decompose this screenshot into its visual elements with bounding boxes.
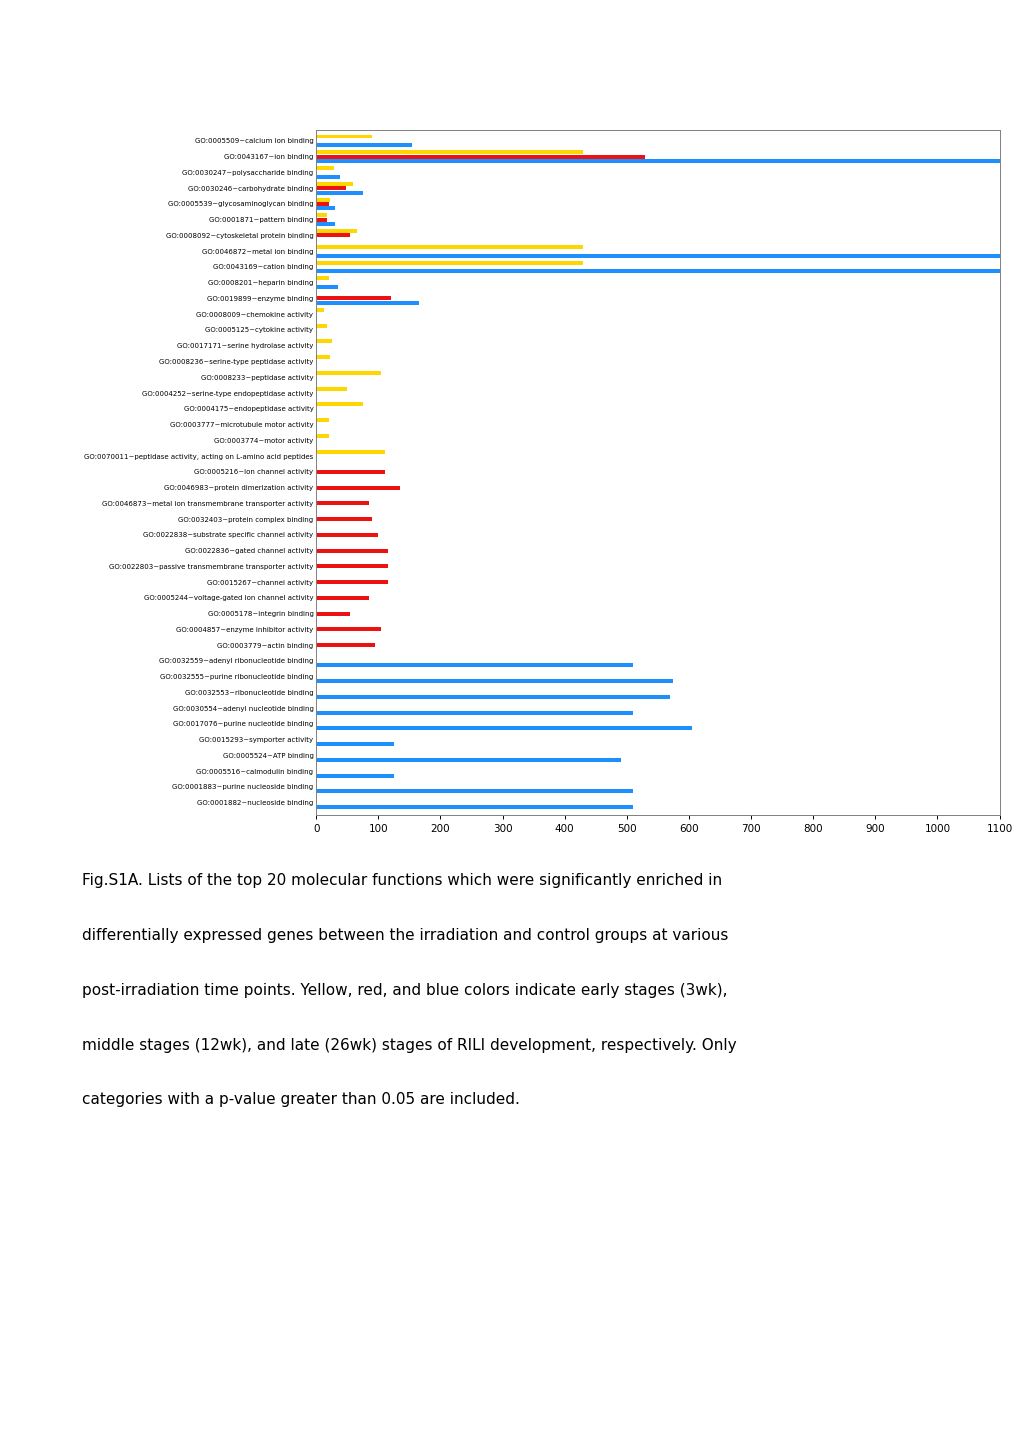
Bar	[316, 470, 384, 473]
Bar	[316, 286, 337, 289]
Bar	[316, 245, 583, 248]
Bar	[316, 371, 381, 375]
Bar	[316, 532, 378, 537]
Bar	[316, 182, 354, 186]
Bar	[316, 190, 363, 195]
Bar	[316, 485, 399, 489]
Bar	[316, 339, 331, 343]
Bar	[316, 222, 334, 227]
Bar	[316, 628, 381, 632]
Text: differentially expressed genes between the irradiation and control groups at var: differentially expressed genes between t…	[82, 928, 728, 942]
Bar	[316, 154, 645, 159]
Bar	[316, 307, 323, 312]
Bar	[316, 234, 351, 238]
Bar	[316, 159, 999, 163]
Bar	[316, 198, 329, 202]
Bar	[316, 517, 372, 521]
Bar	[316, 789, 633, 794]
Bar	[316, 254, 999, 258]
Text: middle stages (12wk), and late (26wk) stages of RILI development, respectively. : middle stages (12wk), and late (26wk) st…	[82, 1038, 736, 1052]
Bar	[316, 186, 345, 190]
Bar	[316, 805, 633, 810]
Bar	[316, 564, 387, 569]
Bar	[316, 680, 673, 683]
Bar	[316, 302, 419, 304]
Bar	[316, 261, 583, 264]
Bar	[316, 270, 999, 273]
Bar	[316, 434, 328, 437]
Bar	[316, 355, 329, 359]
Bar	[316, 276, 328, 280]
Bar	[316, 501, 369, 505]
Bar	[316, 726, 692, 730]
Bar	[316, 150, 583, 154]
Bar	[316, 418, 328, 423]
Bar	[316, 548, 387, 553]
Bar	[316, 773, 393, 778]
Text: categories with a p-value greater than 0.05 are included.: categories with a p-value greater than 0…	[82, 1092, 519, 1107]
Bar	[316, 664, 633, 667]
Bar	[316, 143, 412, 147]
Text: post-irradiation time points. Yellow, red, and blue colors indicate early stages: post-irradiation time points. Yellow, re…	[82, 983, 727, 997]
Bar	[316, 134, 372, 139]
Bar	[316, 758, 620, 762]
Bar	[316, 403, 363, 407]
Bar	[316, 214, 327, 218]
Text: Fig.S1A. Lists of the top 20 molecular functions which were significantly enrich: Fig.S1A. Lists of the top 20 molecular f…	[82, 873, 721, 887]
Bar	[316, 612, 351, 616]
Bar	[316, 742, 393, 746]
Bar	[316, 206, 334, 211]
Bar	[316, 450, 384, 453]
Bar	[316, 696, 669, 698]
Bar	[316, 218, 327, 222]
Bar	[316, 323, 327, 328]
Bar	[316, 202, 328, 206]
Bar	[316, 644, 375, 646]
Bar	[316, 596, 369, 600]
Bar	[316, 710, 633, 714]
Bar	[316, 175, 339, 179]
Bar	[316, 580, 387, 584]
Bar	[316, 296, 390, 300]
Bar	[316, 229, 357, 232]
Bar	[316, 387, 346, 391]
Bar	[316, 166, 333, 170]
